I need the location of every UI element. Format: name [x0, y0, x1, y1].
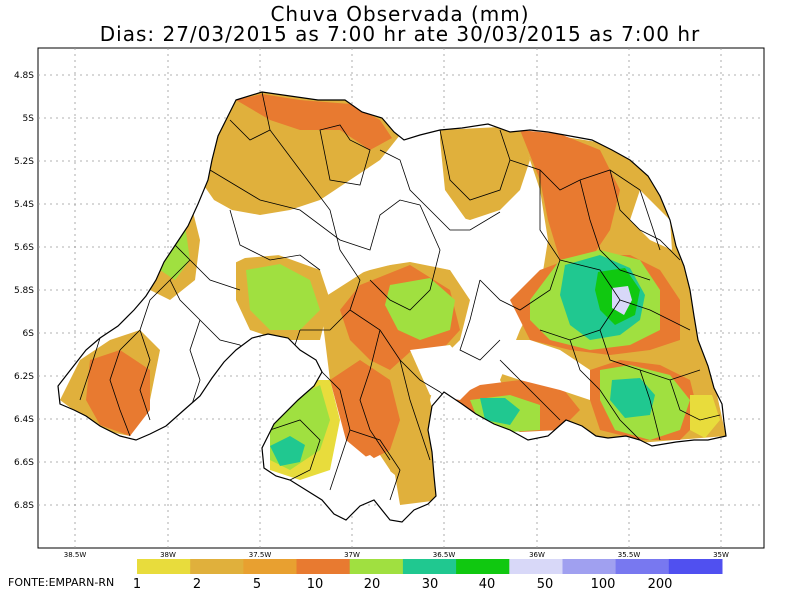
legend-swatch	[137, 559, 191, 574]
lon-label: 38.5W	[64, 551, 87, 559]
latitude-axis: 4.8S 5S 5.2S 5.4S 5.6S 5.8S 6S 6.2S 6.4S…	[14, 71, 34, 511]
lon-label: 35W	[713, 551, 729, 559]
lat-label: 6S	[23, 329, 35, 339]
legend-threshold: 200	[648, 577, 673, 592]
legend-threshold: 100	[591, 577, 616, 592]
legend-threshold: 50	[537, 577, 554, 592]
lat-label: 4.8S	[14, 71, 34, 81]
legend-swatch	[615, 559, 670, 574]
legend-threshold: 5	[253, 577, 261, 592]
plot-frame	[37, 47, 765, 549]
legend-threshold: 30	[422, 577, 439, 592]
legend-threshold: 1	[133, 577, 141, 592]
lat-label: 5.4S	[14, 200, 34, 210]
map-title: Chuva Observada (mm)	[270, 2, 530, 26]
lat-label: 5.2S	[14, 157, 34, 167]
legend-threshold: 20	[364, 577, 381, 592]
legend-swatch	[562, 559, 617, 574]
legend-threshold: 40	[479, 577, 496, 592]
lat-label: 6.6S	[14, 458, 34, 468]
legend-threshold: 10	[307, 577, 324, 592]
lon-label: 36.5W	[433, 551, 456, 559]
legend-colorbar	[137, 559, 723, 574]
lat-label: 5.8S	[14, 286, 34, 296]
legend-swatch	[509, 559, 563, 574]
legend-swatch	[296, 559, 351, 574]
map-subtitle: Dias: 27/03/2015 as 7:00 hr ate 30/03/20…	[99, 22, 701, 46]
legend-swatch	[190, 559, 244, 574]
lon-label: 37W	[344, 551, 360, 559]
legend-swatch	[349, 559, 404, 574]
legend-swatch	[243, 559, 298, 574]
lon-label: 37.5W	[249, 551, 272, 559]
lat-label: 6.8S	[14, 501, 34, 511]
lat-label: 6.2S	[14, 372, 34, 382]
data-source: FONTE:EMPARN-RN	[8, 576, 115, 589]
legend-swatch	[668, 559, 723, 574]
lat-label: 5.6S	[14, 243, 34, 253]
legend-labels: 1 2 5 10 20 30 40 50 100 200	[133, 577, 673, 592]
longitude-axis: 38.5W 38W 37.5W 37W 36.5W 36W 35.5W 35W	[64, 551, 729, 559]
lon-label: 36W	[529, 551, 545, 559]
lat-label: 6.4S	[14, 415, 34, 425]
legend-swatch	[402, 559, 457, 574]
legend-swatch	[456, 559, 510, 574]
rainfall-shading	[58, 92, 726, 522]
lat-label: 5S	[23, 114, 35, 124]
lon-label: 38W	[160, 551, 176, 559]
lon-label: 35.5W	[618, 551, 641, 559]
legend-threshold: 2	[193, 577, 201, 592]
